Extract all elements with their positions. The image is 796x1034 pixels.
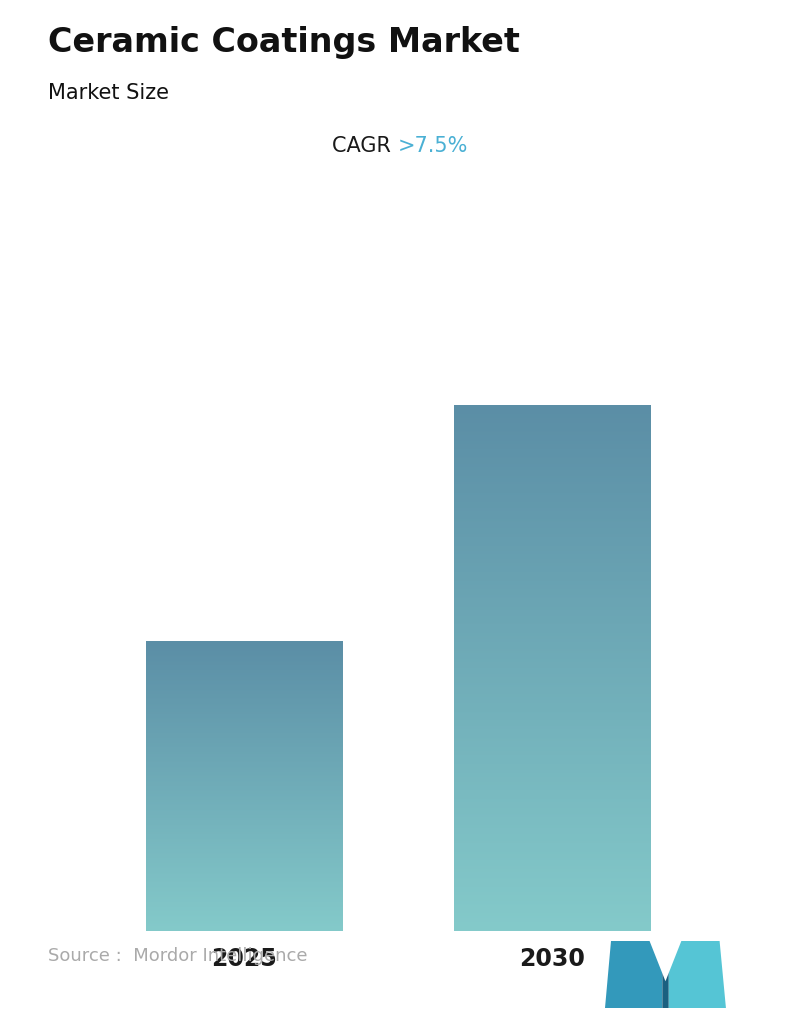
Polygon shape: [669, 941, 726, 1008]
Polygon shape: [650, 941, 681, 981]
Text: Ceramic Coatings Market: Ceramic Coatings Market: [48, 26, 520, 59]
Text: Source :  Mordor Intelligence: Source : Mordor Intelligence: [48, 947, 307, 966]
Text: >7.5%: >7.5%: [398, 136, 468, 156]
Polygon shape: [605, 941, 662, 1008]
Text: CAGR: CAGR: [333, 136, 398, 156]
Polygon shape: [662, 957, 669, 1008]
Text: Market Size: Market Size: [48, 83, 169, 102]
